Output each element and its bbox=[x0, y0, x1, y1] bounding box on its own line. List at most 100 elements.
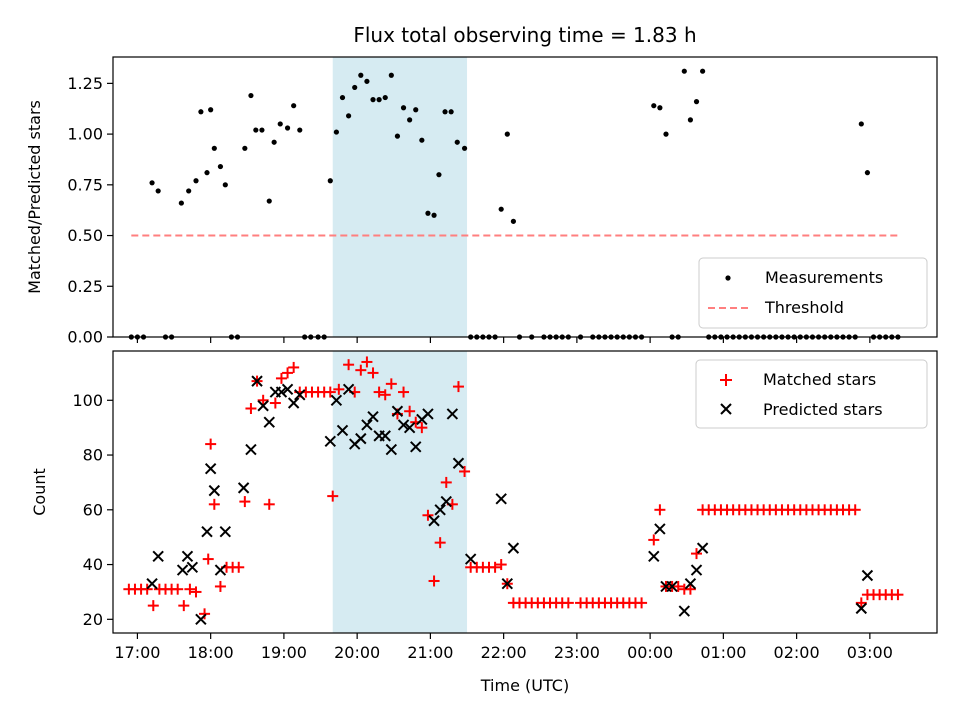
bottom-y-tick-label: 60 bbox=[83, 500, 103, 519]
top-y-tick-label: 1.25 bbox=[67, 74, 103, 93]
matched-point bbox=[172, 583, 184, 595]
top-legend: Measurements Threshold bbox=[698, 257, 928, 329]
matched-point bbox=[214, 580, 226, 592]
top-y-tick-label: 0.75 bbox=[67, 175, 103, 194]
predicted-point bbox=[245, 443, 257, 456]
measurement-point bbox=[370, 97, 376, 103]
measurement-point bbox=[400, 105, 407, 111]
predicted-point bbox=[355, 432, 367, 445]
measurement-point bbox=[277, 121, 283, 127]
matched-point bbox=[404, 405, 416, 417]
predicted-point bbox=[146, 578, 158, 590]
matched-point bbox=[178, 600, 190, 612]
matched-point bbox=[257, 394, 269, 406]
matched-point bbox=[416, 422, 428, 434]
measurement-point bbox=[448, 109, 454, 115]
bottom-y-ticks: 20 40 60 80 100 bbox=[72, 391, 113, 629]
predicted-point bbox=[452, 457, 465, 469]
measurement-point bbox=[217, 163, 224, 170]
measurement-point bbox=[352, 84, 358, 91]
top-y-tick-label: 0.50 bbox=[67, 226, 103, 245]
matched-point bbox=[190, 586, 202, 598]
bottom-axes-frame bbox=[112, 350, 938, 634]
measurement-point bbox=[358, 72, 364, 78]
measurement-point bbox=[266, 198, 272, 204]
matched-point bbox=[333, 383, 345, 395]
x-tick-label: 01:00 bbox=[700, 643, 746, 662]
measurement-point bbox=[284, 125, 291, 131]
top-legend-box bbox=[698, 257, 928, 329]
bottom-y-tick-label: 20 bbox=[83, 610, 103, 629]
measurement-point bbox=[504, 131, 510, 137]
matched-point bbox=[263, 498, 275, 510]
predicted-point bbox=[330, 394, 343, 406]
measurement-point bbox=[700, 68, 706, 74]
predicted-point bbox=[257, 400, 269, 412]
predicted-point bbox=[204, 463, 217, 475]
predicted-point bbox=[678, 605, 691, 617]
top-y-tick-label: 0.00 bbox=[67, 328, 103, 347]
predicted-point bbox=[440, 495, 452, 508]
predicted-point bbox=[336, 424, 349, 437]
predicted-point bbox=[391, 405, 404, 417]
measurement-point bbox=[204, 170, 210, 176]
predicted-point bbox=[403, 421, 416, 434]
bottom-marks bbox=[123, 356, 904, 626]
x-tick-label: 19:00 bbox=[261, 643, 307, 662]
x-tick-label: 22:00 bbox=[481, 643, 527, 662]
bottom-y-tick-label: 40 bbox=[83, 555, 103, 574]
matched-point bbox=[379, 389, 391, 401]
measurement-point bbox=[382, 94, 388, 101]
predicted-point bbox=[176, 564, 189, 576]
predicted-point bbox=[367, 411, 379, 423]
matched-point bbox=[199, 608, 211, 620]
predicted-point bbox=[410, 441, 422, 453]
predicted-point bbox=[294, 389, 306, 401]
measurement-point bbox=[339, 94, 346, 101]
matched-point bbox=[459, 465, 471, 477]
matched-point bbox=[245, 402, 257, 414]
matched-point bbox=[648, 534, 660, 546]
matched-point bbox=[489, 561, 501, 573]
matched-point bbox=[361, 356, 373, 368]
matched-point bbox=[184, 583, 196, 595]
measurement-point bbox=[291, 103, 297, 109]
predicted-point bbox=[648, 550, 660, 563]
measurement-point bbox=[864, 170, 871, 176]
legend-measurements-label: Measurements bbox=[765, 268, 883, 287]
matched-point bbox=[385, 378, 397, 390]
top-y-tick-label: 0.25 bbox=[67, 277, 103, 296]
bottom-legend-box bbox=[695, 359, 928, 429]
measurement-point bbox=[436, 172, 442, 178]
predicted-point bbox=[495, 493, 507, 505]
predicted-point bbox=[422, 408, 434, 420]
matched-point bbox=[636, 597, 648, 609]
x-tick-label: 18:00 bbox=[188, 643, 234, 662]
bottom-shaded-span bbox=[332, 351, 468, 633]
measurement-point bbox=[461, 145, 468, 151]
x-tick-label: 02:00 bbox=[774, 643, 820, 662]
predicted-point bbox=[275, 386, 288, 398]
bottom-y-tick-label: 100 bbox=[72, 391, 103, 410]
top-x-ticks bbox=[136, 337, 871, 343]
measurement-point bbox=[388, 72, 394, 78]
legend-predicted-marker bbox=[720, 403, 732, 415]
measurement-point bbox=[297, 127, 303, 133]
measurement-point bbox=[858, 121, 864, 127]
top-axes-frame bbox=[112, 56, 938, 338]
predicted-point bbox=[181, 550, 194, 563]
top-y-tick-label: 1.00 bbox=[67, 125, 103, 144]
legend-measurements-marker bbox=[725, 275, 731, 281]
predicted-point bbox=[281, 383, 294, 396]
matched-point bbox=[147, 600, 159, 612]
measurement-point bbox=[498, 206, 504, 212]
predicted-point bbox=[186, 561, 199, 573]
matched-point bbox=[141, 583, 153, 595]
bottom-legend: Matched stars Predicted stars bbox=[695, 359, 928, 429]
matched-point bbox=[327, 490, 339, 502]
predicted-point bbox=[287, 397, 300, 409]
matched-point bbox=[324, 386, 336, 398]
measurement-point bbox=[193, 178, 199, 184]
matched-point bbox=[855, 597, 867, 609]
measurement-point bbox=[407, 117, 413, 123]
